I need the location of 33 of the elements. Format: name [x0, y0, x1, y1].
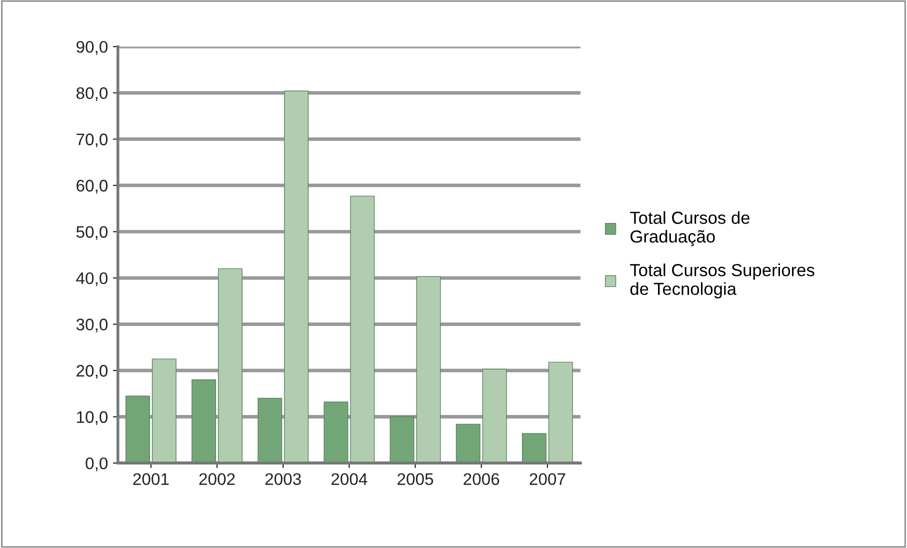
bar — [350, 196, 375, 464]
y-tick-label: 90,0 — [76, 40, 108, 55]
y-tick-label: 80,0 — [76, 87, 108, 102]
legend-label: Total Cursos Superiores de Tecnologia — [630, 264, 814, 298]
y-tick-label: 40,0 — [76, 272, 108, 286]
x-tick-label: 2005 — [398, 473, 434, 486]
y-tick-label: 60,0 — [76, 180, 108, 194]
y-tick-label: 10,0 — [77, 411, 108, 425]
x-tick-label: 2004 — [331, 473, 368, 486]
bar — [522, 433, 546, 464]
bar — [152, 358, 176, 464]
bar — [482, 368, 507, 464]
bar — [284, 90, 309, 464]
x-tick-label: 2001 — [133, 473, 169, 486]
bar — [416, 276, 441, 464]
bar — [390, 416, 414, 464]
bar — [192, 379, 216, 464]
bar — [456, 424, 480, 464]
bar — [218, 268, 242, 464]
y-tick-label: 30,0 — [76, 318, 108, 332]
bar — [258, 398, 282, 464]
bar — [125, 396, 150, 464]
bar — [324, 402, 348, 464]
y-tick-label: 0,0 — [86, 457, 108, 472]
legend-label: Total Cursos de Graduação — [630, 211, 750, 246]
y-tick-label: 20,0 — [76, 364, 108, 379]
x-tick-label: 2002 — [199, 473, 235, 486]
y-tick-label: 50,0 — [76, 226, 108, 240]
x-tick-label: 2006 — [464, 473, 500, 486]
x-tick-label: 2007 — [530, 473, 566, 486]
y-tick-label: 70,0 — [76, 134, 108, 148]
bar — [548, 362, 573, 464]
x-tick-label: 2003 — [265, 473, 301, 486]
